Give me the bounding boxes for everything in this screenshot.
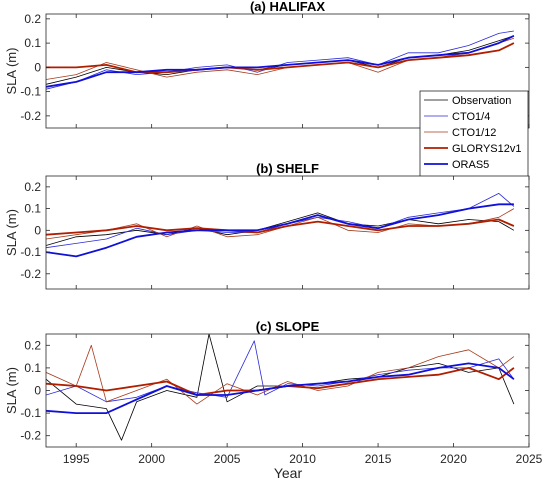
x-tick-label: 2010 — [289, 452, 316, 466]
y-tick-label: -0.2 — [20, 267, 41, 281]
chart-panel-3: -0.2 -0.1 0 0.1 0.2 1995 2000 2005 2010 2015 2020 2… — [4, 319, 543, 466]
plot-area — [46, 176, 529, 289]
x-tick-label: 2005 — [214, 452, 241, 466]
x-tick-label: 2000 — [138, 452, 165, 466]
y-axis-label: SLA (m) — [4, 367, 19, 414]
plot-area — [46, 334, 529, 447]
y-tick-label: 0.1 — [24, 36, 41, 50]
legend-label: CTO1/12 — [452, 127, 496, 139]
panel-title: (b) SHELF — [256, 161, 319, 176]
y-axis-label: SLA (m) — [4, 209, 19, 256]
series-line-oras5 — [46, 362, 515, 415]
y-tick-label: 0.1 — [24, 361, 41, 375]
series-line-oras5 — [46, 203, 514, 258]
series-group — [46, 30, 515, 90]
y-tick-label: 0.2 — [24, 338, 41, 352]
legend-label: CTO1/4 — [452, 111, 490, 123]
legend-label: Observation — [452, 95, 511, 107]
series-line-glorys12v1 — [46, 218, 515, 236]
chart-panel-1: -0.2 -0.1 0 0.1 0.2 (a) HALIFAX SLA (m) — [4, 0, 530, 129]
y-tick-label: -0.1 — [20, 245, 41, 259]
y-tick-label: 0.2 — [24, 180, 41, 194]
panel-title: (c) SLOPE — [256, 319, 320, 334]
y-tick-label: 0 — [34, 384, 41, 398]
series-group — [46, 192, 515, 258]
x-tick-label: 2015 — [365, 452, 392, 466]
y-tick-label: -0.1 — [20, 85, 41, 99]
panel-title: (a) HALIFAX — [250, 0, 325, 14]
y-tick-label: 0.1 — [24, 202, 41, 216]
y-tick-label: 0 — [34, 60, 41, 74]
x-tick-label: 2020 — [440, 452, 467, 466]
chart-panel-2: -0.2 -0.1 0 0.1 0.2 (b) SHELF SLA (m) — [4, 161, 530, 290]
y-tick-label: -0.2 — [20, 429, 41, 443]
panels: -0.2 -0.1 0 0.1 0.2 (a) HALIFAX SLA (m) Observa… — [4, 0, 543, 466]
x-axis-label: Year — [274, 465, 303, 481]
legend-label: GLORYS12v1 — [452, 143, 522, 155]
legend-label: ORAS5 — [452, 159, 489, 171]
axes-frame — [45, 13, 530, 129]
y-tick-label: 0 — [34, 223, 41, 237]
y-axis-label: SLA (m) — [4, 48, 19, 95]
series-line-glorys12v1 — [46, 42, 515, 74]
y-tick-label: -0.1 — [20, 406, 41, 420]
x-tick-label: 2025 — [516, 452, 543, 466]
legend-box — [419, 90, 529, 178]
series-group — [46, 334, 515, 441]
series-line-observation — [46, 334, 515, 441]
legend: Observation CTO1/4 CTO1/12 GLORYS12v1 ORAS5 — [419, 90, 529, 178]
y-tick-label: 0.2 — [24, 12, 41, 26]
series-line-oras5 — [46, 34, 515, 88]
x-tick-label: 1995 — [63, 452, 90, 466]
y-tick-label: -0.2 — [20, 109, 41, 123]
axes-frame — [45, 175, 530, 290]
